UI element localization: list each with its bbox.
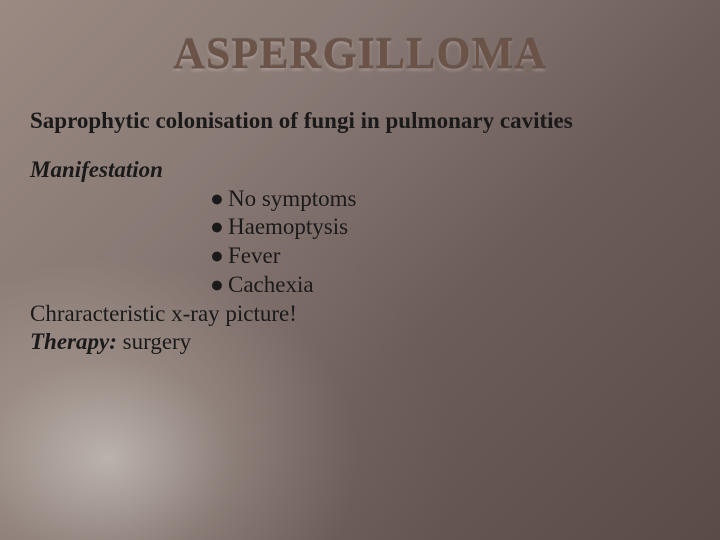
list-item: ●No symptoms: [210, 185, 690, 214]
list-item: ●Fever: [210, 242, 690, 271]
xray-note: Chraracteristic x-ray picture!: [30, 300, 690, 329]
slide-content: Saprophytic colonisation of fungi in pul…: [30, 107, 690, 357]
bullet-text: Cachexia: [228, 272, 314, 297]
bullet-list: ●No symptoms ●Haemoptysis ●Fever ●Cachex…: [210, 185, 690, 300]
manifestation-label: Manifestation: [30, 156, 690, 185]
slide: ASPERGILLOMA Saprophytic colonisation of…: [0, 0, 720, 540]
therapy-value: surgery: [123, 329, 192, 354]
therapy-line: Therapy: surgery: [30, 328, 690, 357]
slide-title: ASPERGILLOMA: [30, 28, 690, 79]
list-item: ●Haemoptysis: [210, 213, 690, 242]
subtitle-text: Saprophytic colonisation of fungi in pul…: [30, 107, 690, 136]
bullet-icon: ●: [210, 271, 228, 300]
bullet-icon: ●: [210, 185, 228, 214]
bullet-icon: ●: [210, 242, 228, 271]
list-item: ●Cachexia: [210, 271, 690, 300]
bullet-text: Haemoptysis: [228, 214, 348, 239]
bullet-text: No symptoms: [228, 186, 356, 211]
bullet-text: Fever: [228, 243, 280, 268]
bullet-icon: ●: [210, 213, 228, 242]
therapy-label: Therapy:: [30, 329, 117, 354]
